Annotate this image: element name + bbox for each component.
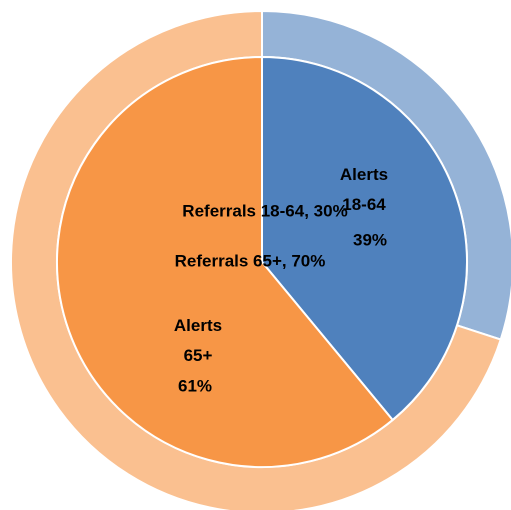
pie-slice: [56, 55, 395, 468]
category-label: Alerts 65+: [173, 316, 223, 365]
data-label: Referrals 65+, 70%: [175, 251, 326, 270]
category-label: Alerts 18-64: [339, 165, 389, 214]
category-text: Alerts 65+: [173, 316, 223, 365]
data-label: 61%: [178, 376, 212, 395]
data-label: 39%: [353, 230, 387, 249]
category-text: Alerts 18-64: [339, 165, 389, 214]
data-label: Referrals 18-64, 30%: [182, 201, 347, 220]
pie-slice: [261, 55, 468, 422]
